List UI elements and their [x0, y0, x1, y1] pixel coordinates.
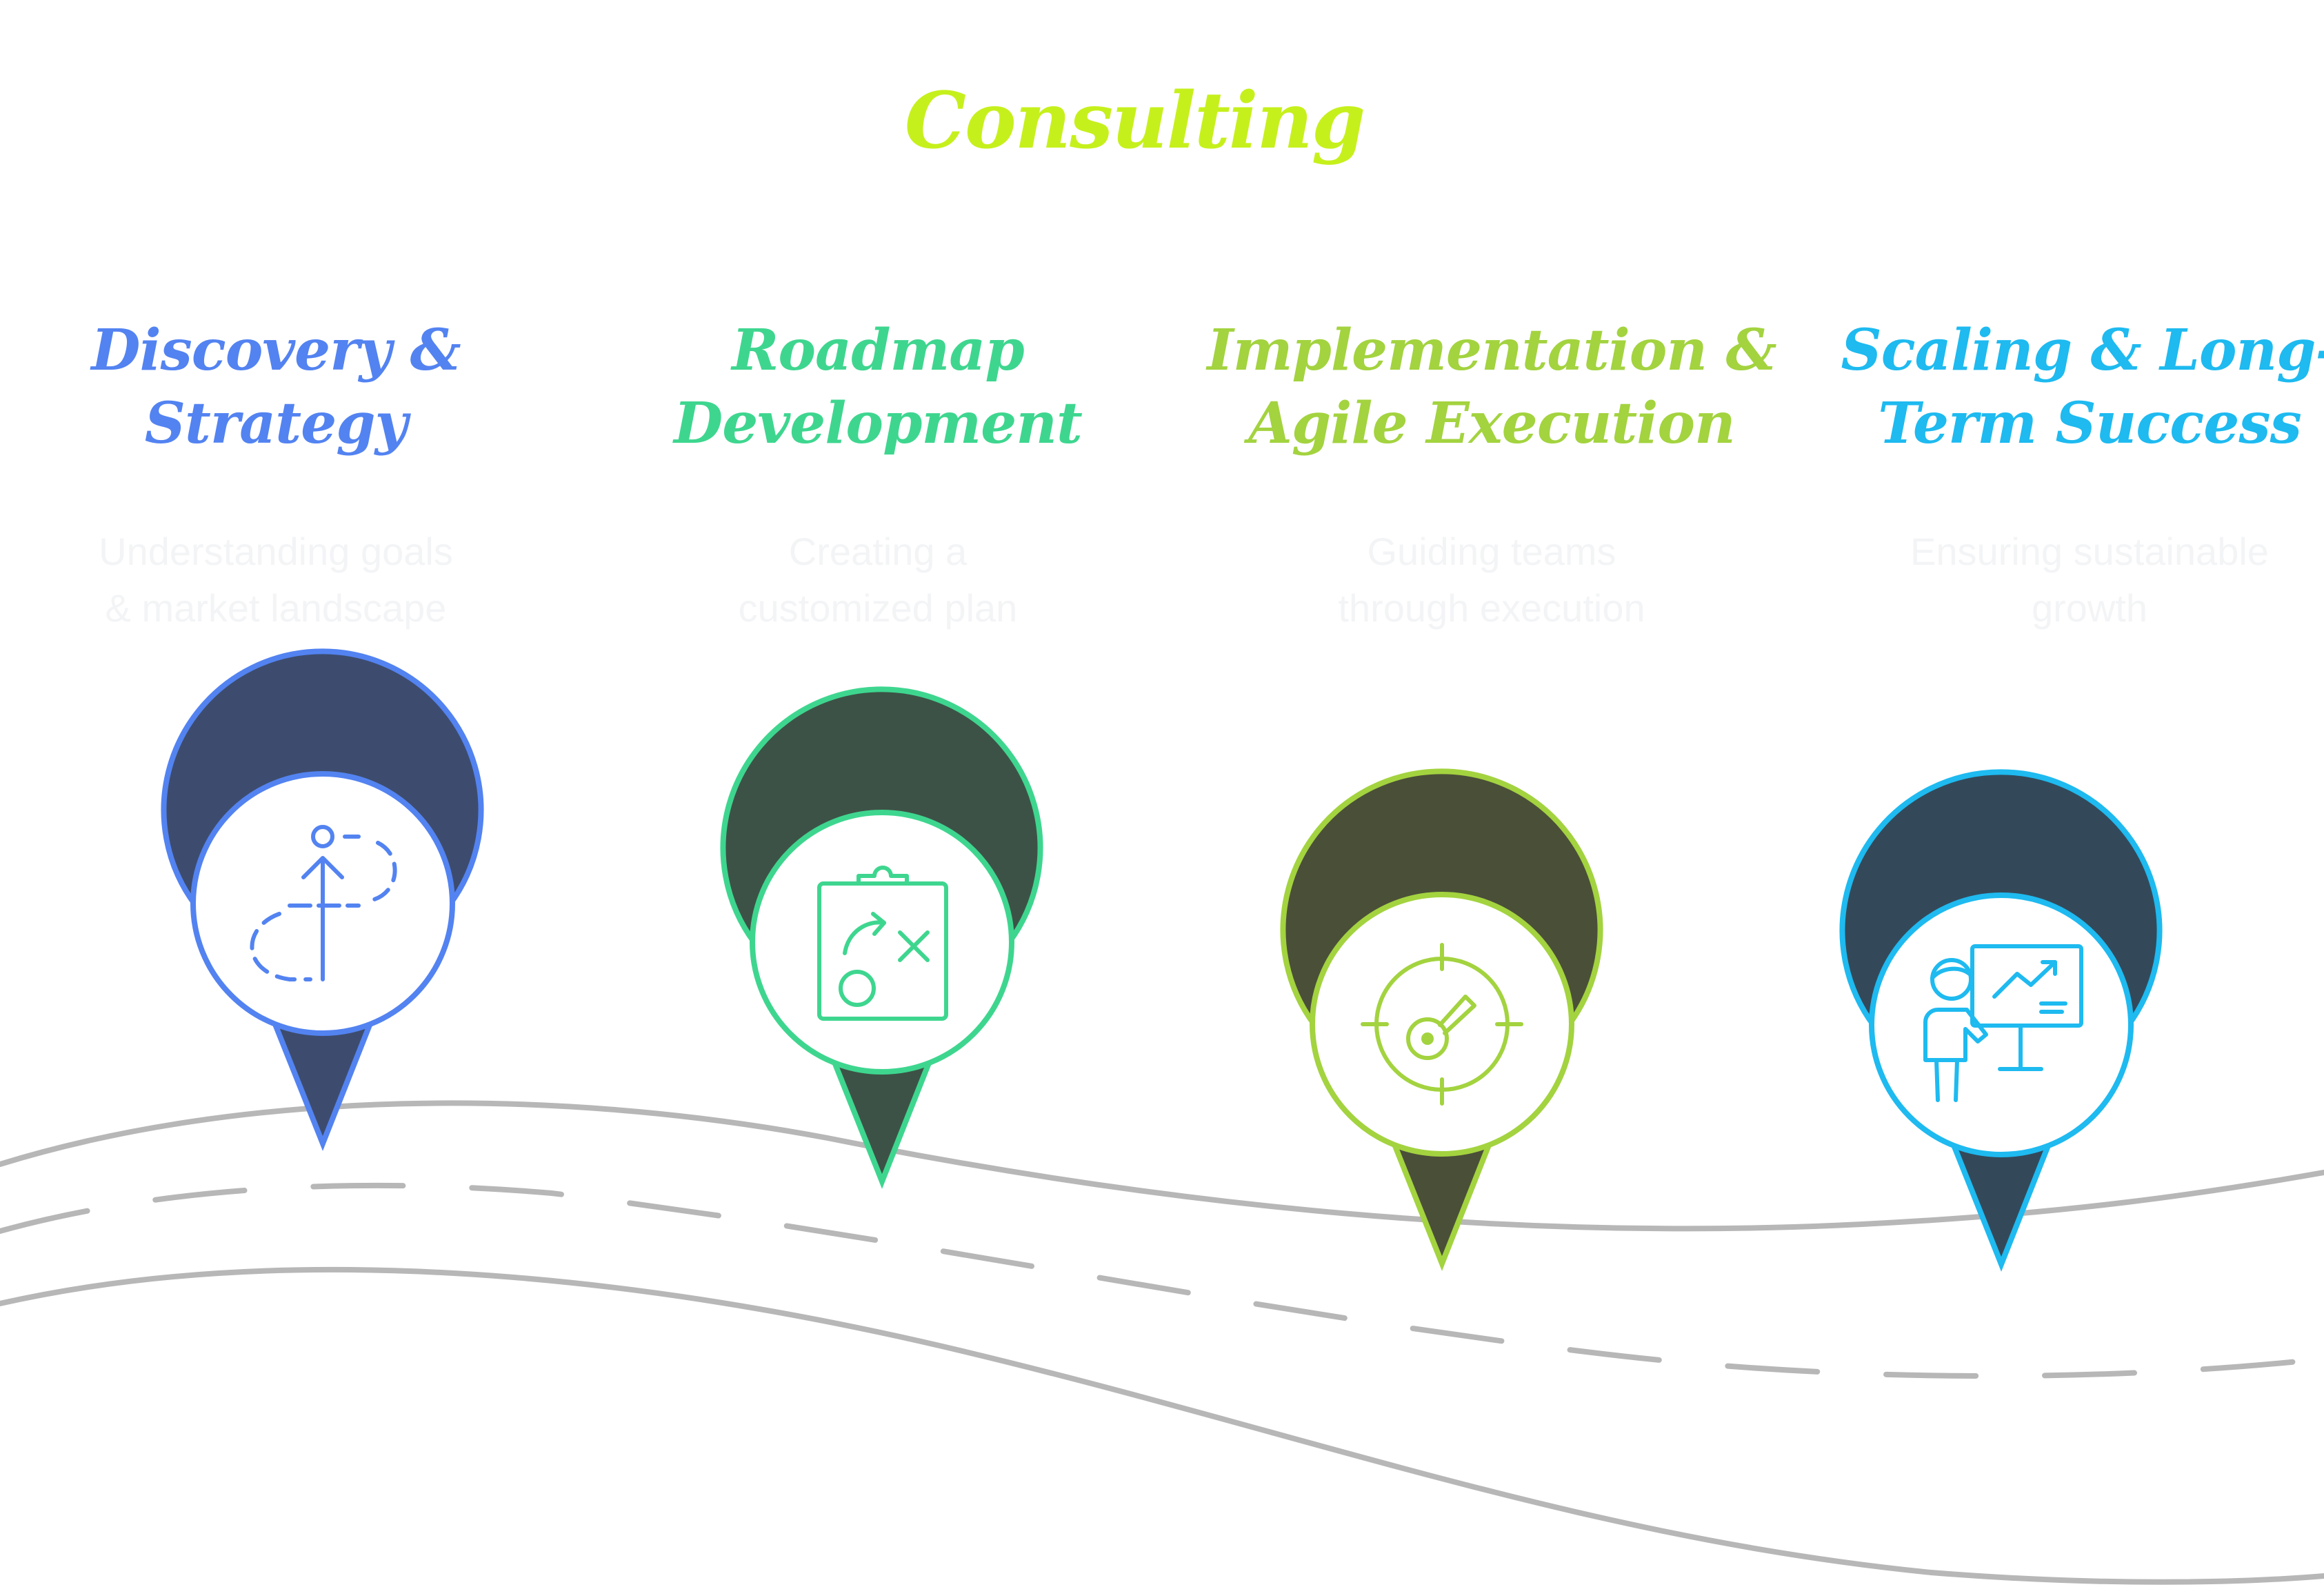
stage-desc-line: Creating a [788, 530, 968, 573]
road-center-line [0, 1182, 2324, 1379]
stage-description: Understanding goals & market landscape [0, 523, 572, 637]
stage-desc-line: through execution [1338, 586, 1645, 630]
stage-desc-line: & market landscape [105, 586, 447, 630]
stage-title: Discovery & Strategy [0, 314, 572, 460]
stage-desc-line: Understanding goals [99, 530, 453, 573]
stage-title-line: Strategy [144, 390, 408, 457]
stage-desc-line: Guiding teams [1367, 530, 1616, 573]
stage-roadmap: Roadmap Development Creating a customize… [581, 314, 1174, 637]
road-bottom-edge [0, 1266, 2324, 1585]
stage-desc-line: growth [2031, 586, 2148, 630]
stage-title: Implementation & Agile Execution [1195, 314, 1788, 460]
stage-implementation: Implementation & Agile Execution Guiding… [1195, 314, 1788, 637]
stage-title-line: Development [674, 390, 1083, 457]
stage-title-line: Implementation & [1207, 317, 1776, 383]
target-icon [1361, 943, 1523, 1106]
presentation-icon [1923, 944, 2083, 1102]
stage-title-line: Scaling & Long- [1841, 317, 2324, 383]
road [0, 1100, 2324, 1585]
page-title: Consulting [904, 76, 1365, 166]
stage-description: Creating a customized plan [581, 523, 1174, 637]
stage-title-line: Term Success [1878, 390, 2301, 457]
road-top-edge [0, 1100, 2324, 1232]
pin-inner-circle [750, 810, 1014, 1075]
stage-title: Roadmap Development [581, 314, 1174, 460]
stage-desc-line: customized plan [738, 586, 1018, 630]
stage-title-line: Discovery & [91, 317, 461, 383]
stage-discovery: Discovery & Strategy Understanding goals… [0, 314, 572, 637]
stage-description: Guiding teams through execution [1195, 523, 1788, 637]
map-pin-scaling [1839, 769, 2163, 1272]
stage-description: Ensuring sustainable growth [1793, 523, 2324, 637]
map-pin-discovery [161, 648, 484, 1151]
map-pin-implementation [1280, 768, 1603, 1271]
stage-desc-line: Ensuring sustainable [1910, 530, 2269, 573]
growth-path-icon [250, 825, 397, 981]
strategy-clipboard-icon [817, 866, 948, 1021]
stage-title-line: Roadmap [732, 317, 1025, 383]
stage-title-line: Agile Execution [1248, 390, 1735, 457]
stage-scaling: Scaling & Long- Term Success Ensuring su… [1793, 314, 2324, 637]
stage-title: Scaling & Long- Term Success [1793, 314, 2324, 460]
map-pin-roadmap [720, 686, 1043, 1189]
